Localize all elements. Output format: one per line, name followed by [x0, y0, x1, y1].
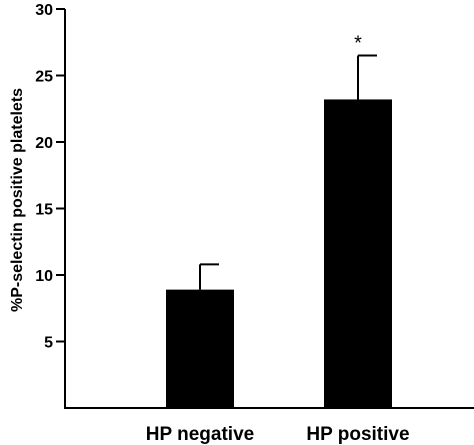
chart-marks: 5 10 15 20 25 30 HP negative HP positive *	[35, 2, 474, 445]
bar	[166, 289, 234, 408]
y-tick-label: 30	[35, 2, 53, 19]
y-tick-label: 20	[35, 135, 53, 152]
y-tick-label: 5	[44, 335, 53, 352]
y-tick-label: 10	[35, 268, 53, 285]
y-tick-label: 25	[35, 69, 53, 86]
category-label: HP positive	[306, 424, 409, 445]
y-tick-label: 15	[35, 202, 53, 219]
bar	[324, 99, 392, 408]
significance-marker: *	[354, 33, 362, 55]
y-axis-title: %P-selectin positive platelets	[9, 88, 26, 312]
category-label: HP negative	[146, 424, 254, 445]
